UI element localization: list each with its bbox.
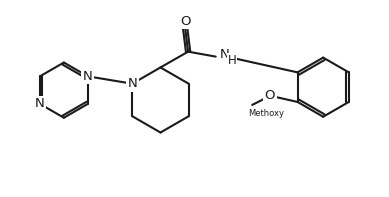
Text: N: N (220, 48, 230, 61)
Text: N: N (83, 70, 93, 83)
Text: Methoxy: Methoxy (248, 109, 284, 118)
Text: H: H (228, 54, 236, 67)
Text: N: N (35, 98, 45, 111)
Text: N: N (128, 77, 137, 90)
Text: O: O (180, 15, 190, 28)
Text: O: O (265, 88, 275, 101)
